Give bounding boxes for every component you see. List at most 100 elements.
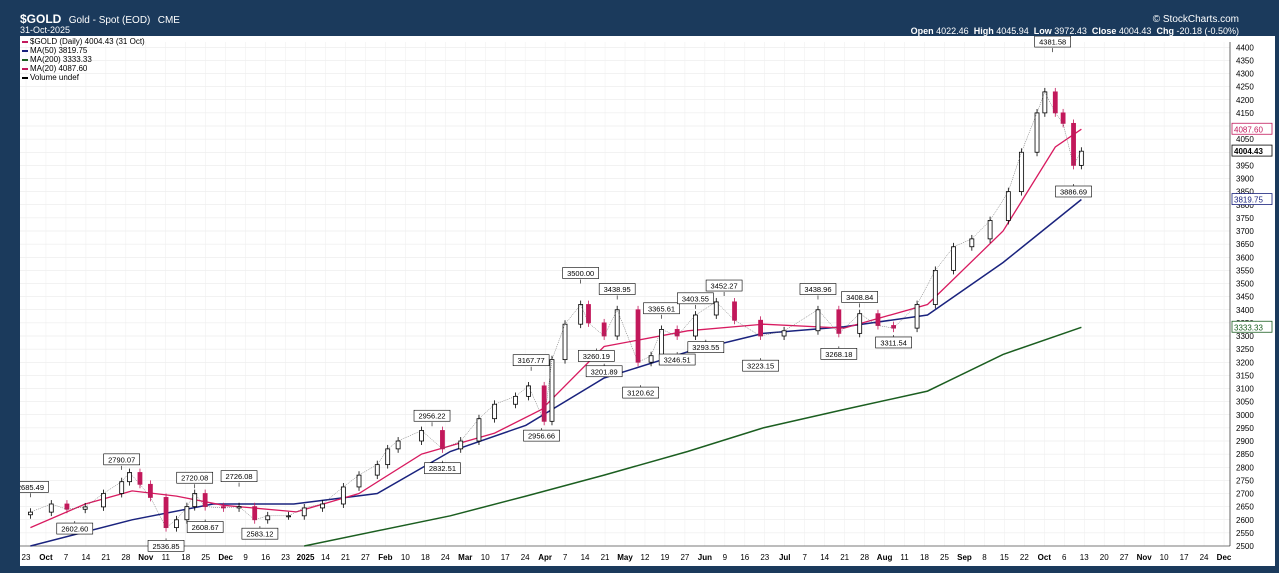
candle-body — [815, 309, 821, 332]
annotation-label: 3886.69 — [1060, 187, 1087, 196]
symbol: $GOLD — [20, 12, 62, 26]
x-tick-label: 9 — [723, 553, 728, 562]
candle-body — [374, 464, 380, 476]
y-tick-label: 3300 — [1236, 332, 1254, 341]
annotation-label: 3403.55 — [682, 294, 709, 303]
annotation-label: 2583.12 — [246, 530, 273, 539]
x-tick-label: Nov — [138, 553, 154, 562]
x-tick-label: 14 — [820, 553, 829, 562]
annotation-box — [413, 409, 451, 422]
symbol-title: $GOLD Gold - Spot (EOD) CME — [20, 12, 180, 26]
y-tick-label: 3550 — [1236, 266, 1254, 275]
y-tick-label: 3500 — [1236, 280, 1254, 289]
annotation-label: 3223.15 — [747, 362, 774, 371]
candle-body — [163, 497, 169, 529]
candle-body — [586, 304, 591, 324]
x-tick-label: 25 — [940, 553, 949, 562]
annotation-label: 2790.07 — [108, 455, 135, 464]
candle-body — [1078, 150, 1084, 166]
candle-body — [356, 474, 362, 488]
x-tick-label: 24 — [1200, 553, 1209, 562]
annotation-box — [220, 470, 258, 482]
annotation-box — [56, 522, 94, 535]
x-tick-label: 7 — [64, 553, 69, 562]
annotation-box — [523, 429, 560, 442]
candle-body — [1071, 122, 1076, 166]
x-tick-label: 7 — [802, 553, 807, 562]
candle-body — [458, 440, 464, 450]
x-tick-label: Jul — [779, 553, 791, 562]
y-tick-label: 3000 — [1236, 411, 1254, 420]
y-tick-label: 4350 — [1236, 56, 1254, 65]
candle-body — [1005, 191, 1011, 221]
exchange: CME — [157, 15, 180, 26]
candle-body — [28, 511, 33, 516]
x-tick-label: 22 — [1020, 553, 1029, 562]
chart-area[interactable]: 2500 2550 2600 2650 2700 2750 2800 2850 2900 2950… — [12, 35, 1275, 566]
annotation-label: 2720.08 — [181, 474, 208, 483]
candle-body — [932, 269, 938, 305]
candle-body — [526, 385, 531, 397]
x-tick-label: 13 — [1080, 553, 1089, 562]
candle-body — [969, 238, 975, 248]
ma20-line — [30, 128, 1082, 529]
x-tick-label: 23 — [281, 553, 290, 562]
price-tag-box — [1231, 320, 1273, 333]
y-tick-label: 2550 — [1236, 529, 1254, 538]
annotation-box — [687, 341, 725, 353]
x-tick-label: 21 — [101, 553, 110, 562]
x-tick-label: 21 — [341, 553, 350, 562]
x-tick-label: 19 — [660, 553, 669, 562]
y-tick-label: 3100 — [1236, 385, 1254, 394]
candle-body — [1034, 112, 1040, 153]
y-tick-label: 4250 — [1236, 83, 1254, 92]
candle-body — [184, 506, 190, 521]
candle-body — [891, 325, 896, 329]
price-tag-box — [1231, 144, 1273, 157]
annotation-box — [241, 527, 279, 540]
x-tick-label: 23 — [760, 553, 769, 562]
legend-swatch — [22, 40, 28, 43]
change-value: -20.18 (-0.50%) — [1176, 26, 1239, 36]
candle-body — [693, 314, 698, 337]
x-tick-label: 7 — [563, 553, 568, 562]
price-tag-box — [1231, 193, 1273, 205]
legend-item-ma50: MA(50) 3819.75 — [22, 46, 145, 55]
x-tick-label: 14 — [581, 553, 590, 562]
candle-body — [857, 313, 863, 334]
x-tick-label: 11 — [162, 553, 171, 562]
x-tick-label: May — [617, 553, 633, 562]
annotation-box — [1034, 35, 1071, 48]
candle-body — [385, 448, 391, 466]
high-value: 4045.94 — [996, 26, 1029, 36]
ma200-line — [304, 326, 1082, 547]
annotation-box — [658, 353, 696, 366]
candle-body — [48, 503, 54, 513]
y-tick-label: 3050 — [1236, 398, 1254, 407]
x-tick-label: 20 — [1100, 553, 1109, 562]
candle-body — [1018, 151, 1024, 193]
y-tick-label: 3450 — [1236, 293, 1254, 302]
legend-item-ma20: MA(20) 4087.60 — [22, 64, 145, 73]
annotation-box — [705, 279, 743, 292]
annotation-label: 3438.96 — [804, 285, 831, 294]
annotation-label: 2956.22 — [418, 412, 445, 421]
annotation-box — [176, 471, 214, 484]
candle-body — [781, 330, 787, 337]
annotation-label: 2956.66 — [528, 432, 555, 441]
annotation-label: 3500.00 — [567, 269, 594, 278]
annotation-box — [147, 540, 185, 552]
y-tick-label: 2500 — [1236, 542, 1254, 551]
candle-body — [147, 483, 153, 498]
y-tick-label: 3900 — [1236, 175, 1254, 184]
candle-body — [64, 503, 70, 510]
x-tick-label: 10 — [1160, 553, 1169, 562]
brand-link[interactable]: © StockCharts.com — [1152, 14, 1239, 25]
y-tick-label: 3150 — [1236, 371, 1254, 380]
candle-body — [513, 395, 518, 405]
price-tag-label: 4004.43 — [1234, 147, 1263, 156]
y-tick-label: 3650 — [1236, 240, 1254, 249]
x-tick-label: Oct — [39, 553, 53, 562]
x-tick-label: 17 — [501, 553, 510, 562]
